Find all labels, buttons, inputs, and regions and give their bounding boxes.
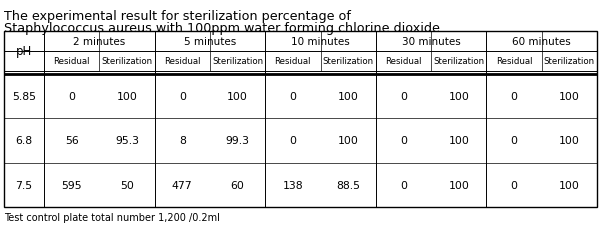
Text: 8: 8 [179,136,185,146]
Text: 95.3: 95.3 [115,136,139,146]
Text: Residual: Residual [164,57,200,66]
Text: 0: 0 [511,136,518,146]
Text: pH: pH [16,45,32,58]
Text: 10 minutes: 10 minutes [291,37,350,47]
Text: 100: 100 [448,92,469,102]
Text: 0: 0 [179,92,186,102]
Text: 138: 138 [283,180,303,190]
Text: 5 minutes: 5 minutes [184,37,236,47]
Text: 0: 0 [511,92,518,102]
Bar [4,32,597,207]
Text: Sterilization: Sterilization [323,57,374,66]
Text: Sterilization: Sterilization [101,57,152,66]
Text: 100: 100 [559,180,580,190]
Text: Sterilization: Sterilization [433,57,484,66]
Text: Staphylococcus aureus with 100ppm water forming chlorine dioxide.: Staphylococcus aureus with 100ppm water … [4,22,444,35]
Text: 100: 100 [227,92,248,102]
Text: 30 minutes: 30 minutes [402,37,460,47]
Text: 0: 0 [400,92,407,102]
Text: 60: 60 [230,180,244,190]
Text: Residual: Residual [496,57,532,66]
Text: The experimental result for sterilization percentage of: The experimental result for sterilizatio… [4,10,351,23]
Text: 0: 0 [400,136,407,146]
Text: 56: 56 [65,136,79,146]
Text: 0: 0 [511,180,518,190]
Text: Test control plate total number 1,200 /0.2ml: Test control plate total number 1,200 /0… [4,212,220,222]
Text: 100: 100 [338,136,359,146]
Text: 0: 0 [400,180,407,190]
Text: 50: 50 [120,180,134,190]
Text: Residual: Residual [275,57,311,66]
Text: 100: 100 [448,180,469,190]
Text: 100: 100 [338,92,359,102]
Text: 0: 0 [289,92,296,102]
Text: 99.3: 99.3 [226,136,250,146]
Text: 6.8: 6.8 [16,136,32,146]
Text: 595: 595 [61,180,82,190]
Text: 100: 100 [116,92,137,102]
Text: Residual: Residual [53,57,90,66]
Text: Sterilization: Sterilization [544,57,595,66]
Text: 5.85: 5.85 [12,92,36,102]
Text: 477: 477 [172,180,193,190]
Text: 0: 0 [68,92,75,102]
Text: 0: 0 [289,136,296,146]
Text: 100: 100 [559,92,580,102]
Text: 100: 100 [559,136,580,146]
Text: Residual: Residual [385,57,422,66]
Text: 60 minutes: 60 minutes [512,37,571,47]
Text: Sterilization: Sterilization [212,57,263,66]
Text: 100: 100 [448,136,469,146]
Text: 88.5: 88.5 [336,180,360,190]
Text: 2 minutes: 2 minutes [73,37,125,47]
Text: 7.5: 7.5 [16,180,32,190]
